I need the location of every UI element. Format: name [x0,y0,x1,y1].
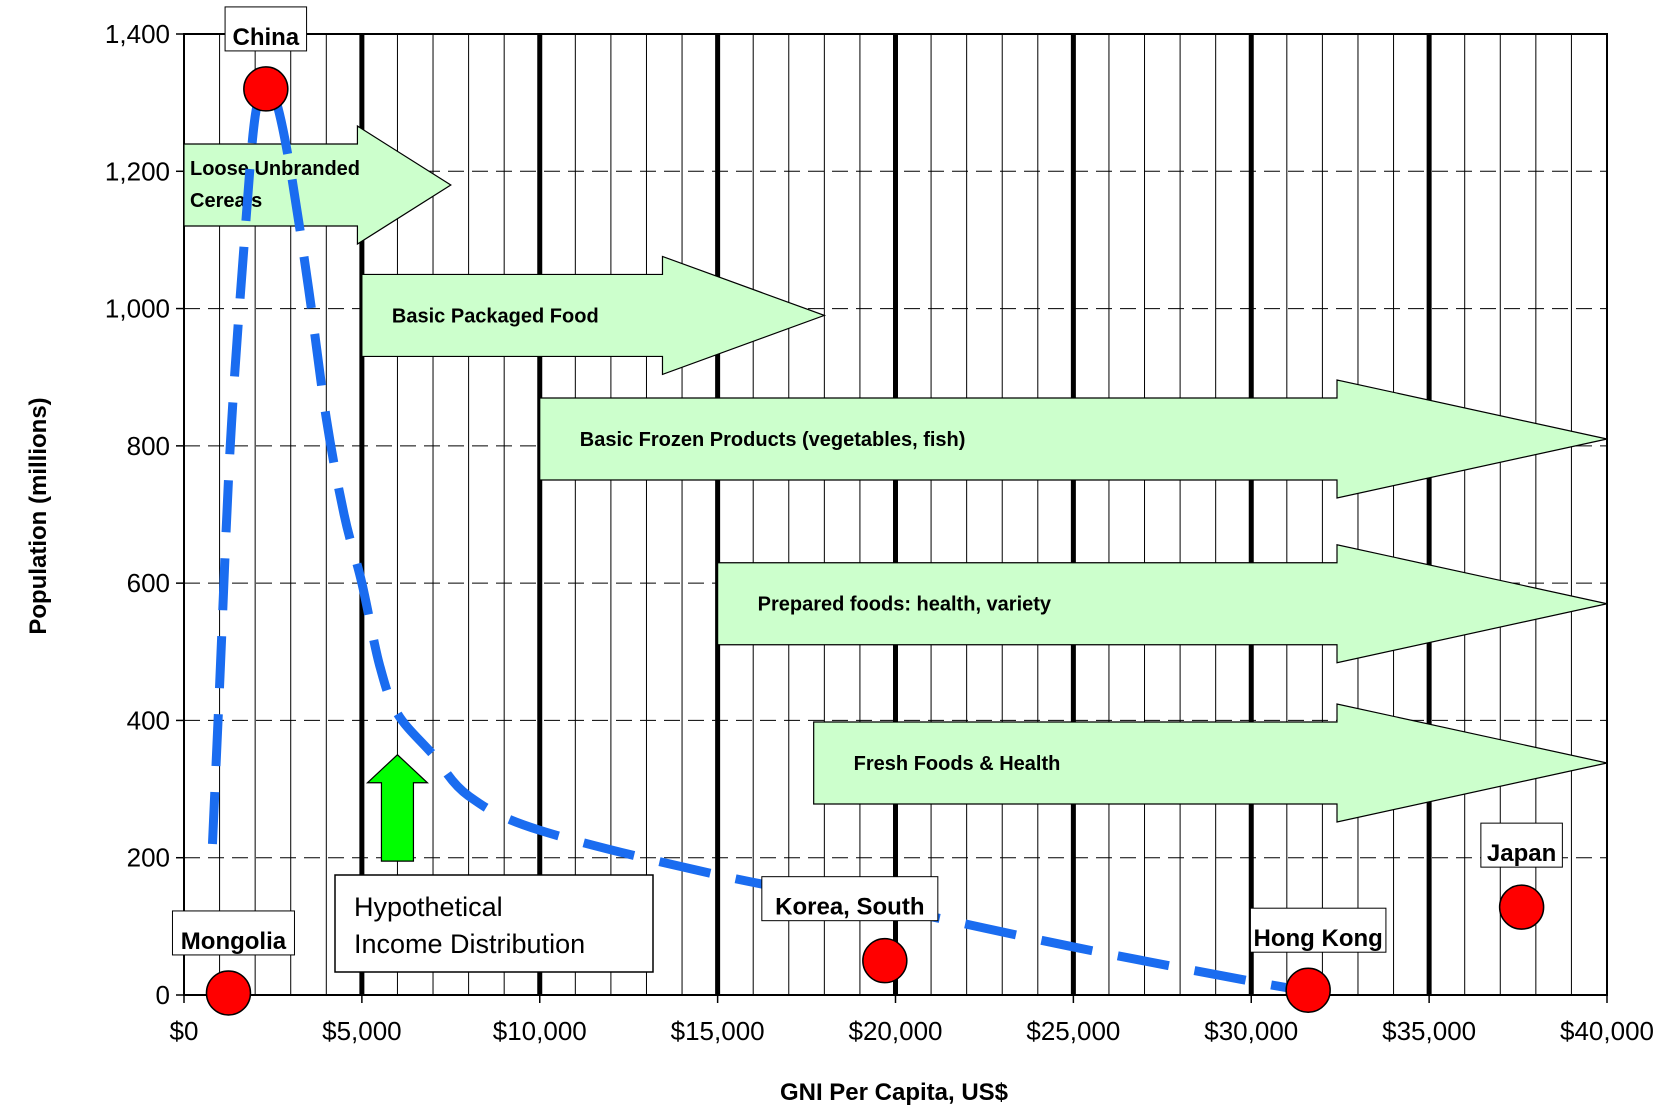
point-label-box [224,6,308,52]
data-point [1285,967,1331,1013]
x-tick-label: $5,000 [322,1016,402,1046]
y-tick-label: 1,200 [105,156,170,186]
product-arrow-label: Prepared foods: health, variety [758,594,1052,616]
major-gridlines [359,34,1432,995]
point-label-box [1480,822,1563,868]
point-label-box [1249,907,1387,953]
product-arrow-label: Basic Packaged Food [392,305,599,327]
point-label: Korea, South [775,894,924,921]
y-tick-label: 400 [127,705,170,735]
y-tick-label: 200 [127,843,170,873]
country-points: China Mongolia Korea, South Hong Kong Japan [171,6,1563,1016]
point-label: Hong Kong [1254,925,1383,952]
product-arrow-label: Fresh Foods & Health [854,753,1061,775]
income-distribution-curve [207,83,1313,997]
distribution-note-box: Hypothetical Income Distribution [334,874,654,973]
product-arrow [717,543,1608,664]
data-point [243,66,289,112]
x-tick-label: $20,000 [849,1016,943,1046]
x-tick-label: $0 [170,1016,199,1046]
up-arrow-shape [365,753,429,862]
point-label: Japan [1487,840,1556,867]
note-text-line-2: Income Distribution [354,929,585,959]
distribution-line [207,83,1313,997]
x-tick-label: $25,000 [1026,1016,1120,1046]
y-tick-label: 600 [127,568,170,598]
point-label: Mongolia [181,928,287,955]
x-tick-label: $40,000 [1560,1016,1654,1046]
y-tick-label: 800 [127,431,170,461]
point-label-box [761,876,939,922]
note-text: Hypothetical [354,892,503,922]
note-box-frame [334,874,654,973]
product-arrow-label: Loose Unbranded [190,158,360,180]
y-tick-label: 0 [156,980,170,1010]
x-axis-title: GNI Per Capita, US$ [780,1079,1009,1105]
green-up-arrow [365,753,429,862]
x-tick-label: $15,000 [671,1016,765,1046]
x-tick-label: $35,000 [1382,1016,1476,1046]
data-point [1498,884,1545,930]
x-tick-label: $10,000 [493,1016,587,1046]
point-label: China [232,24,299,51]
x-tick-label: $30,000 [1204,1016,1298,1046]
product-arrow [813,703,1608,823]
product-arrow-label: Basic Frozen Products (vegetables, fish) [580,429,966,451]
y-tick-label: 1,000 [105,294,170,324]
axes: $0 $5,000 $10,000 $15,000 $20,000 $25,000 $30,… [105,19,1654,1046]
y-axis-title: Population (millions) [25,397,52,634]
product-arrow [361,255,827,376]
product-arrow [183,124,452,246]
point-label-box [171,910,295,956]
product-arrow [539,379,1608,499]
data-point [862,937,908,984]
y-tick-label: 1,400 [105,19,170,49]
data-point [205,970,252,1016]
